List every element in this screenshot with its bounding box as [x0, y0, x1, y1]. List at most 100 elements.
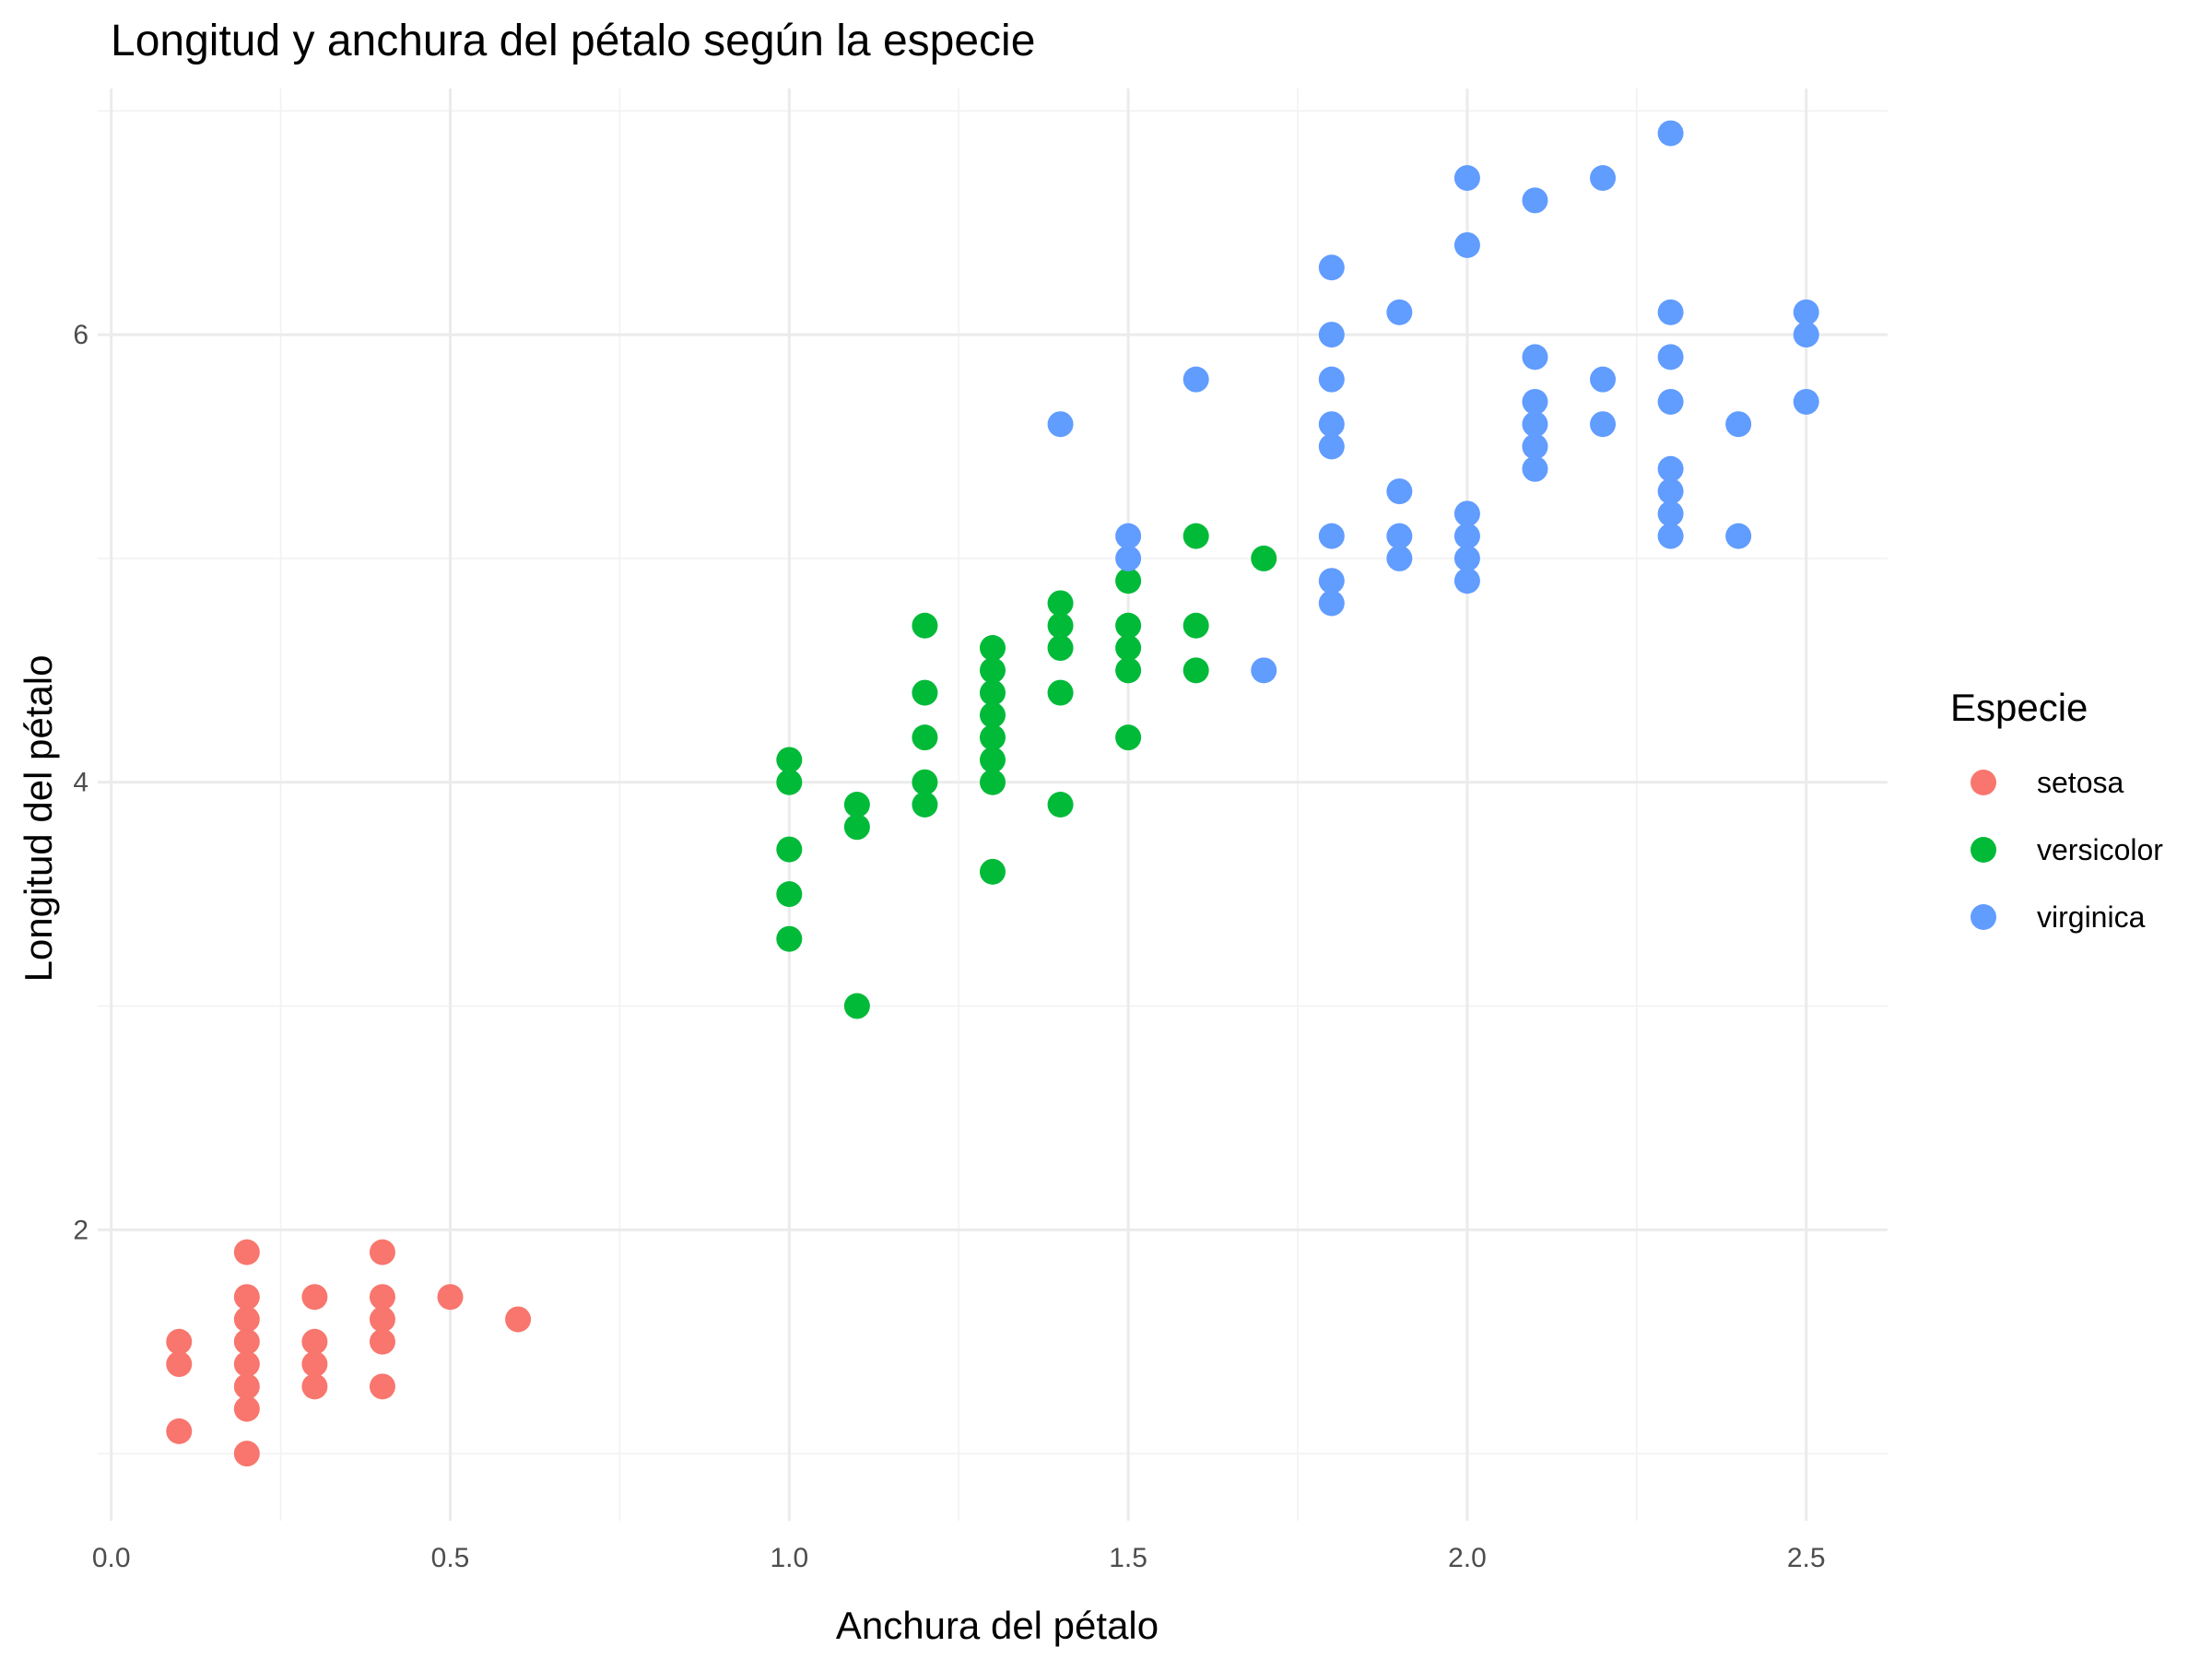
data-point: [1318, 433, 1345, 460]
data-point: [1522, 388, 1548, 415]
data-point: [1522, 455, 1548, 482]
data-point: [1115, 657, 1142, 684]
data-point: [369, 1306, 395, 1333]
legend-key: [1971, 904, 1996, 930]
data-point: [1453, 500, 1480, 527]
data-point: [1182, 523, 1209, 549]
data-point: [1590, 165, 1617, 192]
data-point: [1386, 299, 1413, 325]
data-point: [1522, 344, 1548, 371]
data-points: [166, 120, 1819, 1467]
data-point: [233, 1284, 260, 1311]
data-point: [233, 1395, 260, 1422]
data-point: [1453, 545, 1480, 571]
data-point: [1047, 635, 1074, 662]
y-axis-title: Longitud del pétalo: [17, 655, 60, 982]
data-point: [1386, 545, 1413, 571]
data-point: [912, 769, 938, 795]
legend-key: [1971, 770, 1996, 795]
legend-label: versicolor: [2037, 833, 2163, 866]
data-point: [1115, 523, 1142, 549]
chart-title: Longitud y anchura del pétalo según la e…: [111, 17, 1035, 65]
data-point: [1725, 411, 1752, 438]
data-point: [1182, 612, 1209, 639]
x-tick-label: 1.0: [770, 1543, 808, 1573]
data-point: [1047, 612, 1074, 639]
data-point: [912, 679, 938, 706]
data-point: [1047, 679, 1074, 706]
series-setosa: [166, 1239, 532, 1467]
y-tick-label: 4: [73, 768, 88, 798]
legend-title: Especie: [1950, 686, 2088, 729]
x-tick-label: 0.0: [92, 1543, 131, 1573]
data-point: [233, 1306, 260, 1333]
data-point: [369, 1239, 395, 1265]
data-point: [166, 1351, 193, 1378]
data-point: [301, 1351, 328, 1378]
x-tick-label: 1.5: [1109, 1543, 1147, 1573]
data-point: [912, 792, 938, 818]
data-point: [1386, 523, 1413, 549]
data-point: [1453, 231, 1480, 258]
data-point: [1793, 299, 1819, 325]
data-point: [233, 1441, 260, 1467]
data-point: [1453, 165, 1480, 192]
data-point: [1047, 590, 1074, 617]
data-point: [233, 1239, 260, 1265]
data-point: [776, 925, 803, 952]
legend-label: setosa: [2037, 766, 2124, 799]
data-point: [1793, 322, 1819, 348]
data-point: [1318, 523, 1345, 549]
data-point: [1590, 366, 1617, 393]
x-axis-ticks: 0.0 0.5 1.0 1.5 2.0 2.5: [92, 1543, 1826, 1573]
data-point: [1657, 120, 1684, 147]
data-point: [843, 792, 870, 818]
data-point: [1657, 344, 1684, 371]
data-point: [980, 657, 1006, 684]
data-point: [233, 1328, 260, 1355]
data-point: [1318, 322, 1345, 348]
legend-items: setosa versicolor virginica: [1971, 766, 2163, 934]
data-point: [1657, 523, 1684, 549]
data-point: [776, 881, 803, 908]
data-point: [1725, 523, 1752, 549]
series-virginica: [1047, 120, 1819, 684]
data-point: [980, 858, 1006, 885]
series-versicolor: [776, 523, 1277, 1019]
data-point: [980, 635, 1006, 662]
legend-label: virginica: [2037, 900, 2146, 934]
data-point: [437, 1284, 464, 1311]
data-point: [1047, 792, 1074, 818]
data-point: [1453, 568, 1480, 594]
data-point: [1318, 568, 1345, 594]
data-point: [1115, 724, 1142, 751]
data-point: [776, 836, 803, 863]
data-point: [912, 612, 938, 639]
data-point: [980, 769, 1006, 795]
data-point: [980, 724, 1006, 751]
data-point: [1522, 187, 1548, 214]
data-point: [166, 1418, 193, 1444]
legend-key: [1971, 837, 1996, 863]
data-point: [369, 1284, 395, 1311]
data-point: [1318, 366, 1345, 393]
data-point: [166, 1328, 193, 1355]
data-point: [1522, 433, 1548, 460]
data-point: [912, 724, 938, 751]
data-point: [980, 701, 1006, 728]
y-tick-label: 6: [73, 320, 88, 350]
x-tick-label: 2.5: [1787, 1543, 1826, 1573]
data-point: [1522, 411, 1548, 438]
data-point: [776, 769, 803, 795]
data-point: [1318, 254, 1345, 281]
data-point: [1657, 388, 1684, 415]
data-point: [301, 1284, 328, 1311]
data-point: [1115, 568, 1142, 594]
data-point: [1453, 523, 1480, 549]
data-point: [1115, 612, 1142, 639]
data-point: [1115, 635, 1142, 662]
data-point: [1182, 657, 1209, 684]
data-point: [843, 993, 870, 1019]
